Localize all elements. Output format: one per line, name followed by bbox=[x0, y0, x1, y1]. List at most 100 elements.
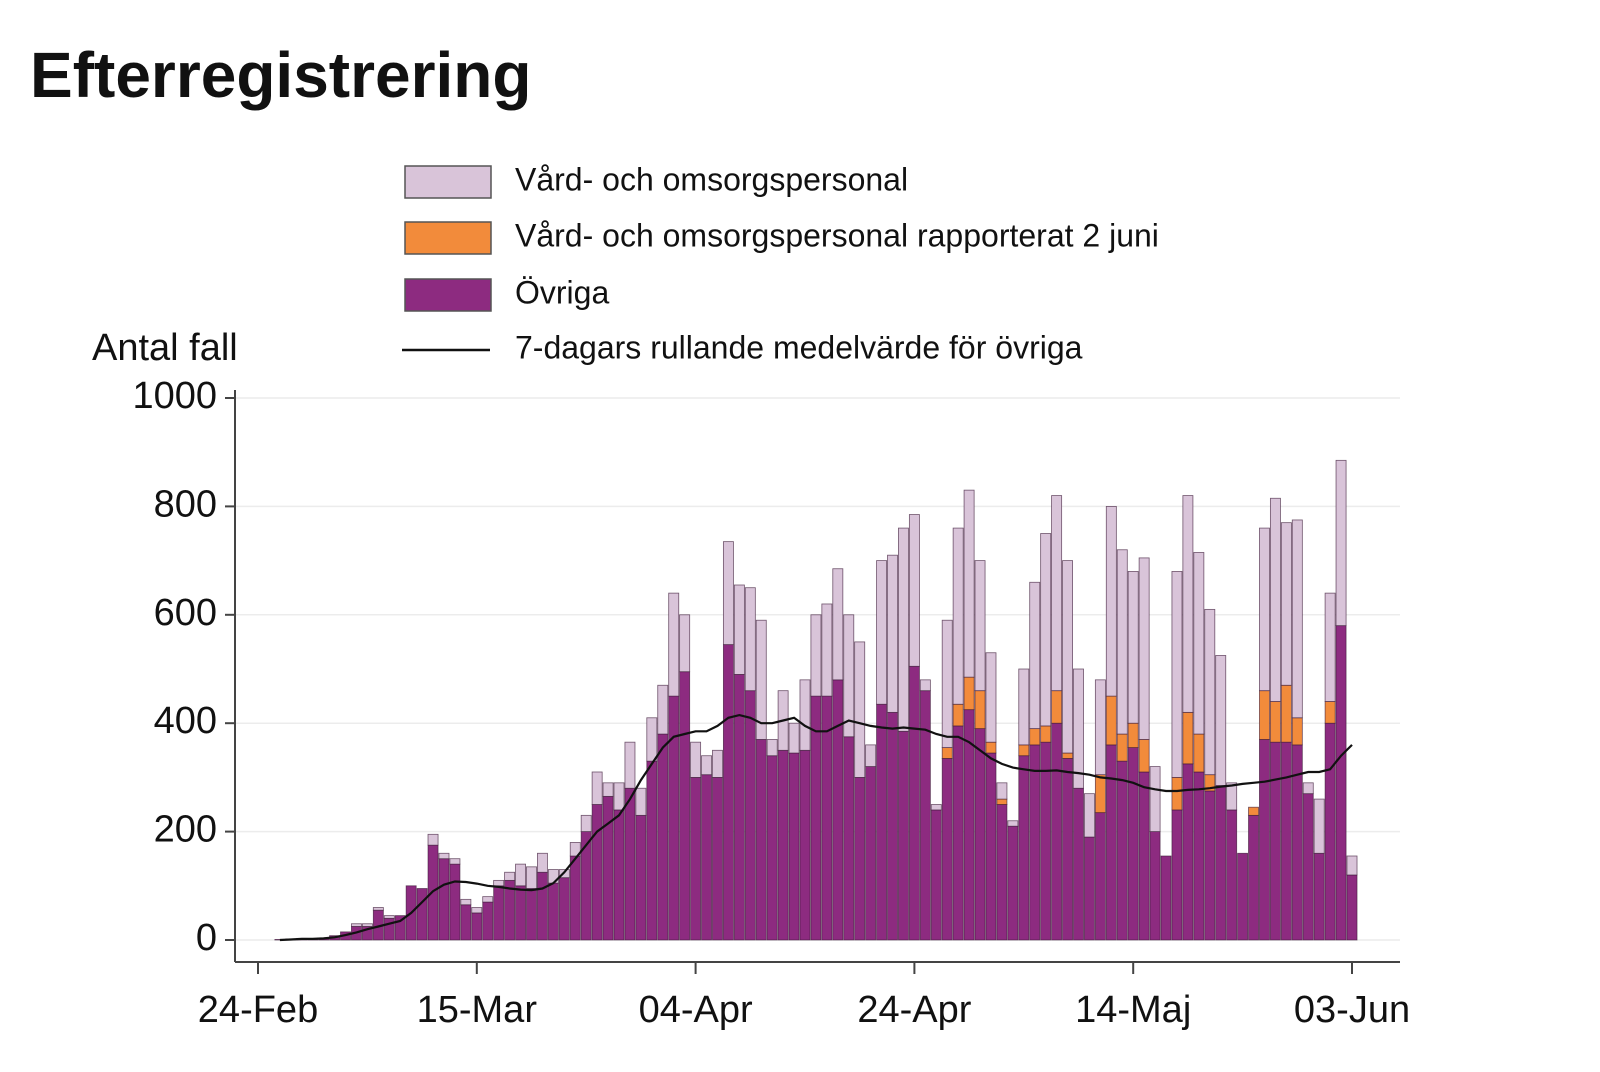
bar bbox=[733, 584, 745, 675]
bar bbox=[941, 619, 953, 748]
bar bbox=[427, 833, 439, 846]
bar bbox=[1313, 798, 1325, 854]
bar bbox=[1280, 741, 1292, 941]
bar bbox=[668, 592, 680, 697]
legend-swatch bbox=[404, 221, 492, 255]
bar bbox=[1335, 459, 1347, 627]
bar bbox=[657, 733, 669, 941]
bar bbox=[1313, 852, 1325, 941]
bar bbox=[996, 798, 1008, 805]
bar bbox=[908, 665, 920, 941]
bar bbox=[591, 771, 603, 805]
bar bbox=[865, 766, 877, 941]
bar bbox=[1346, 855, 1358, 876]
bar bbox=[930, 809, 942, 941]
bar bbox=[657, 684, 669, 735]
bar bbox=[1171, 777, 1183, 811]
bar bbox=[1051, 722, 1063, 941]
bar bbox=[1138, 771, 1150, 941]
bar bbox=[416, 888, 428, 941]
bar bbox=[1018, 668, 1030, 746]
y-tick-label: 800 bbox=[154, 483, 217, 525]
bar bbox=[679, 671, 691, 941]
bar bbox=[854, 777, 866, 941]
bar bbox=[1346, 874, 1358, 941]
bar bbox=[460, 898, 472, 906]
bar bbox=[1324, 722, 1336, 941]
bar bbox=[832, 679, 844, 941]
bar bbox=[755, 739, 767, 941]
bar bbox=[744, 690, 756, 941]
bar bbox=[919, 690, 931, 941]
bar bbox=[635, 787, 647, 816]
bar bbox=[602, 782, 614, 797]
x-tick-label: 15-Mar bbox=[417, 989, 538, 1031]
x-tick-label: 14-Maj bbox=[1075, 989, 1191, 1031]
bar bbox=[985, 741, 997, 754]
legend-label: Vård- och omsorgspersonal rapporterat 2 … bbox=[515, 217, 1159, 253]
bar bbox=[996, 804, 1008, 941]
x-tick-label: 04-Apr bbox=[639, 989, 753, 1031]
bar bbox=[1302, 782, 1314, 795]
bar bbox=[996, 782, 1008, 800]
bar bbox=[930, 804, 942, 811]
bar bbox=[526, 866, 537, 889]
bar bbox=[646, 717, 658, 762]
chart-title: Efterregistrering bbox=[30, 39, 531, 111]
bar bbox=[1291, 519, 1303, 719]
bar bbox=[974, 728, 986, 941]
bar bbox=[908, 514, 920, 667]
bar bbox=[722, 644, 734, 941]
bar bbox=[526, 888, 537, 941]
bar bbox=[1302, 793, 1314, 941]
bar bbox=[1182, 495, 1194, 713]
bar bbox=[985, 652, 997, 743]
bar bbox=[580, 814, 592, 833]
bar bbox=[537, 852, 548, 873]
bar bbox=[876, 703, 888, 941]
bar bbox=[394, 915, 406, 941]
bar bbox=[898, 730, 909, 941]
bar bbox=[1051, 495, 1063, 692]
bar bbox=[1171, 809, 1183, 941]
bar bbox=[482, 901, 494, 941]
bar bbox=[1149, 766, 1161, 832]
x-tick-label: 03-Jun bbox=[1294, 989, 1410, 1031]
bar bbox=[1193, 733, 1205, 773]
bar bbox=[569, 842, 581, 857]
bar bbox=[1138, 557, 1150, 740]
bar bbox=[1084, 836, 1095, 941]
bar bbox=[449, 863, 461, 941]
bar bbox=[624, 787, 636, 941]
bar bbox=[1269, 497, 1281, 702]
bar bbox=[1105, 505, 1117, 697]
bar bbox=[1149, 831, 1161, 941]
bar bbox=[810, 695, 822, 941]
y-tick-label: 200 bbox=[154, 809, 217, 851]
legend-label: Vård- och omsorgspersonal bbox=[515, 161, 908, 197]
bar bbox=[810, 614, 822, 697]
bar bbox=[471, 907, 483, 914]
bar bbox=[1259, 739, 1270, 941]
bar bbox=[843, 614, 855, 738]
bar bbox=[1259, 527, 1270, 692]
bar bbox=[1029, 744, 1041, 941]
bar bbox=[843, 736, 855, 941]
bar bbox=[1062, 752, 1073, 759]
bar bbox=[1193, 771, 1205, 941]
bar bbox=[985, 752, 997, 941]
bar bbox=[1127, 571, 1139, 724]
bar bbox=[1062, 560, 1073, 754]
x-tick-label: 24-Feb bbox=[198, 989, 318, 1031]
bar bbox=[952, 725, 964, 941]
y-tick-label: 600 bbox=[154, 592, 217, 634]
bar bbox=[712, 777, 723, 941]
bar bbox=[788, 752, 800, 941]
bar bbox=[1127, 722, 1139, 748]
y-axis-label: Antal fall bbox=[92, 327, 238, 369]
bar bbox=[460, 904, 472, 941]
bar bbox=[1171, 571, 1183, 778]
bar bbox=[1007, 825, 1019, 941]
bar bbox=[449, 858, 461, 865]
bar bbox=[1084, 793, 1095, 838]
